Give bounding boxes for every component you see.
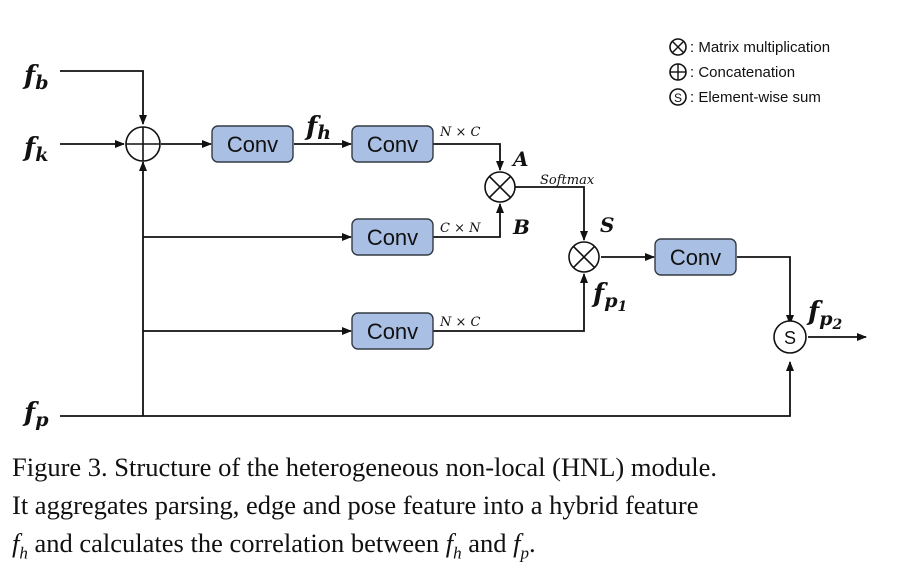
conv-box-4-label: Conv (367, 319, 418, 344)
legend-element-wise-sum: : Element-wise sum (690, 89, 821, 106)
caption-period: . (529, 528, 536, 558)
conv-box-3-label: Conv (367, 225, 418, 250)
conv4-to-matmul2-arrow (433, 273, 588, 332)
softmax-arrow (515, 186, 588, 241)
B-label: B (512, 215, 530, 239)
legend: : Matrix multiplication : Concatenation … (669, 38, 830, 106)
input-fk-label: fk (22, 133, 48, 166)
softmax-label: Softmax (540, 173, 595, 188)
A-label: A (511, 147, 529, 171)
conv-box-3: Conv (351, 218, 434, 256)
matrix-multiplication-legend-icon (669, 38, 687, 56)
fp2-label: fp2 (806, 297, 842, 333)
caption-fh-2: f (445, 528, 454, 558)
element-wise-sum-legend-icon: S (669, 88, 687, 106)
sum-op-symbol: S (784, 328, 796, 348)
caption-fp-sub: p (520, 543, 530, 563)
caption-line-2: It aggregates parsing, edge and pose fea… (12, 490, 699, 520)
fb-to-concat-arrow (60, 70, 147, 125)
conv-box-5-label: Conv (670, 245, 721, 270)
conv-box-4: Conv (351, 312, 434, 350)
caption-fh-1-sub: h (19, 543, 28, 563)
conv3-to-matmul1-arrow (433, 203, 504, 238)
fp1-label: fp1 (591, 279, 627, 315)
figure-caption: Figure 3. Structure of the heterogeneous… (12, 448, 892, 572)
caption-line-3: fh and calculates the correlation betwee… (12, 524, 892, 572)
conv-box-2-label: Conv (367, 132, 418, 157)
S-label: S (600, 213, 614, 237)
caption-line-1: Figure 3. Structure of the heterogeneous… (12, 452, 717, 482)
matmul-op-1 (484, 171, 516, 203)
concatenation-op (125, 126, 161, 162)
concatenation-legend-icon (669, 63, 687, 81)
hnl-module-diagram: : Matrix multiplication : Concatenation … (22, 38, 867, 431)
conv-box-1-label: Conv (227, 132, 278, 157)
conv5-to-sum-arrow (737, 256, 794, 325)
conv-box-2: Conv (351, 125, 434, 163)
dim-label-nc-top: N × C (439, 125, 481, 140)
caption-fh-1: f (12, 528, 20, 558)
input-fb-label: fb (22, 61, 48, 94)
input-fp-label: fp (22, 398, 49, 431)
connections (60, 70, 867, 417)
legend-sum-symbol: S (674, 91, 682, 105)
legend-matrix-multiplication: : Matrix multiplication (690, 39, 830, 56)
fp-bus-arrow (60, 361, 794, 417)
conv-box-5: Conv (654, 238, 737, 276)
dim-label-cn: C × N (440, 221, 481, 236)
caption-fh-2-sub: h (453, 543, 462, 563)
element-wise-sum-op: S (773, 320, 807, 354)
caption-text-a: and calculates the correlation between (27, 528, 446, 558)
caption-text-b: and (461, 528, 514, 558)
caption-fp: f (513, 528, 521, 558)
fh-label: fh (304, 112, 331, 144)
legend-concatenation: : Concatenation (690, 64, 795, 81)
conv2-to-matmul1-arrow (433, 143, 504, 171)
matmul-op-2 (568, 241, 600, 273)
conv-box-1: Conv (211, 125, 294, 163)
dim-label-nc-bottom: N × C (439, 315, 481, 330)
